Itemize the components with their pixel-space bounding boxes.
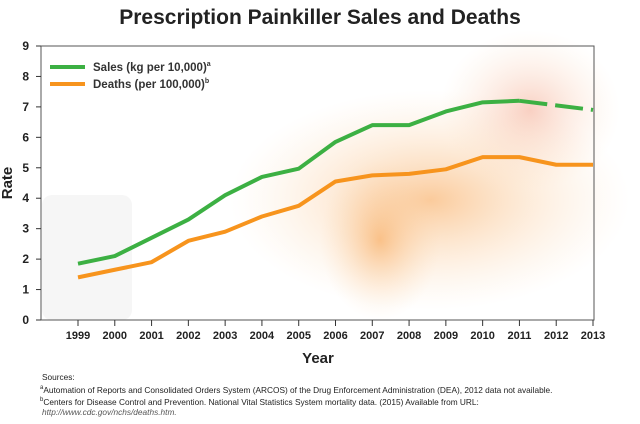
legend-footnote-mark: b bbox=[205, 78, 209, 85]
series-sales-legend-label: Sales (kg per 10,000)a bbox=[93, 61, 211, 74]
line-chart: 0 1 2 3 4 5 6 7 8 9 1999 2000 2001 2002 2003 2004 2005 20… bbox=[0, 30, 630, 367]
x-tick-label: 1999 bbox=[66, 330, 90, 342]
y-axis-label: Rate bbox=[0, 167, 16, 200]
x-tick-label: 2001 bbox=[139, 330, 163, 342]
source-b: bCenters for Disease Control and Prevent… bbox=[40, 395, 552, 407]
legend-footnote-mark: a bbox=[207, 61, 211, 68]
source-url[interactable]: http://www.cdc.gov/nchs/deaths.htm. bbox=[42, 407, 177, 418]
x-tick-label: 2012 bbox=[544, 330, 568, 342]
x-tick-label: 2013 bbox=[581, 330, 605, 342]
x-tick-label: 2010 bbox=[470, 330, 494, 342]
chart-title: Prescription Painkiller Sales and Deaths bbox=[119, 6, 521, 29]
x-tick-label: 2002 bbox=[176, 330, 200, 342]
x-tick-label: 2009 bbox=[434, 330, 458, 342]
sources-note: Sources: aAutomation of Reports and Cons… bbox=[40, 372, 552, 418]
y-tick-label: 5 bbox=[22, 161, 29, 175]
x-tick-label: 2008 bbox=[397, 330, 421, 342]
footnote-a-mark: a bbox=[40, 384, 44, 391]
x-tick-label: 2011 bbox=[507, 330, 531, 342]
y-tick-label: 7 bbox=[22, 100, 29, 114]
x-tick-label: 2000 bbox=[103, 330, 127, 342]
source-b-text: Centers for Disease Control and Preventi… bbox=[43, 396, 479, 407]
source-a: aAutomation of Reports and Consolidated … bbox=[40, 383, 552, 395]
legend: Sales (kg per 10,000)a Deaths (per 100,00… bbox=[50, 61, 211, 91]
y-tick-label: 4 bbox=[22, 191, 29, 205]
y-tick-label: 2 bbox=[22, 252, 29, 266]
plot-frame bbox=[40, 45, 595, 321]
x-tick-label: 2007 bbox=[360, 330, 384, 342]
y-tick-label: 3 bbox=[22, 222, 29, 236]
x-tick-label: 2004 bbox=[250, 330, 275, 342]
series-deaths-legend-label: Deaths (per 100,000)b bbox=[93, 78, 209, 91]
y-tick-label: 0 bbox=[22, 313, 29, 327]
source-a-text: Automation of Reports and Consolidated O… bbox=[43, 384, 553, 395]
footnote-b-mark: b bbox=[40, 396, 44, 403]
x-tick-label: 2005 bbox=[286, 330, 310, 342]
sources-heading: Sources: bbox=[42, 372, 75, 382]
x-tick-label: 2006 bbox=[323, 330, 347, 342]
y-tick-label: 9 bbox=[22, 39, 29, 53]
y-tick-label: 6 bbox=[22, 130, 29, 144]
x-axis-label: Year bbox=[302, 350, 334, 367]
y-tick-label: 1 bbox=[22, 283, 29, 297]
series-sales-gap-line bbox=[519, 98, 594, 112]
x-tick-label: 2003 bbox=[213, 330, 237, 342]
y-tick-label: 8 bbox=[22, 69, 29, 83]
